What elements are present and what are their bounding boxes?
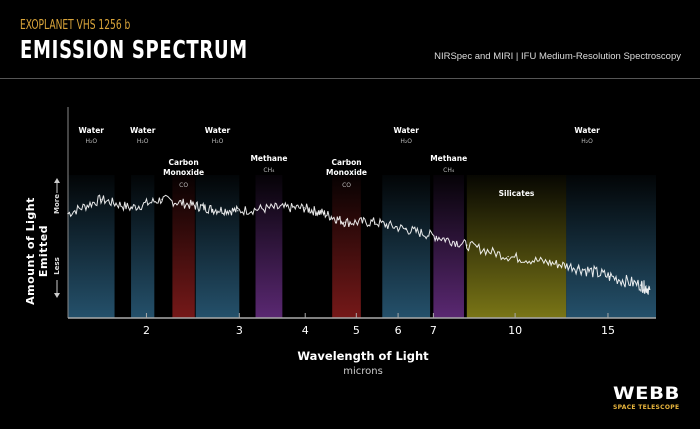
- y-less-label: Less: [53, 257, 61, 275]
- spectrum-point: [273, 207, 275, 209]
- kicker-title: EXOPLANET VHS 1256 b: [20, 18, 131, 33]
- x-axis-unit: microns: [343, 366, 383, 377]
- spectrum-point: [640, 284, 642, 286]
- band-formula: CH₄: [443, 167, 455, 174]
- band-carbon-monoxide: [172, 175, 195, 318]
- band-label: Carbon: [331, 158, 361, 167]
- band-water: [131, 175, 155, 318]
- down-arrow-icon: [54, 293, 60, 298]
- spectrum-point: [374, 221, 376, 223]
- page-title: EMISSION SPECTRUM: [20, 35, 248, 64]
- band-formula: H₂O: [400, 138, 412, 145]
- x-tick-label: 7: [430, 324, 437, 337]
- spectrum-point: [237, 210, 239, 212]
- band-formula: H₂O: [137, 138, 149, 145]
- y-more-label: More: [53, 194, 61, 214]
- band-label: Methane: [250, 154, 287, 163]
- x-tick-label: 5: [353, 324, 360, 337]
- spectrum-point: [507, 255, 509, 258]
- band-label: Carbon: [169, 158, 199, 167]
- x-tick-label: 3: [236, 324, 243, 337]
- band-label: Water: [205, 126, 231, 135]
- band-labels-layer: WaterH₂OWaterH₂OCarbonMonoxideCOWaterH₂O…: [79, 126, 601, 198]
- y-axis-label: Amount of Light Emitted: [24, 197, 50, 305]
- x-tick-label: 15: [601, 324, 615, 337]
- x-tick-label: 10: [508, 324, 522, 337]
- instrument-subtitle: NIRSpec and MIRI | IFU Medium-Resolution…: [434, 51, 681, 62]
- spectrum-layer: [67, 194, 651, 295]
- spectrum-point: [405, 228, 407, 230]
- bands-layer: [68, 175, 656, 318]
- webb-logo: WEBB SPACE TELESCOPE: [613, 386, 680, 412]
- band-label: Silicates: [499, 189, 535, 198]
- band-formula: H₂O: [85, 138, 97, 145]
- spectrum-point: [100, 198, 102, 200]
- spectrum-point: [323, 213, 326, 215]
- logo-sub: SPACE TELESCOPE: [613, 404, 680, 411]
- up-arrow-icon: [54, 178, 60, 183]
- x-tick-label: 4: [302, 324, 309, 337]
- band-label: Water: [79, 126, 105, 135]
- spectrum-point: [161, 198, 163, 200]
- band-label: Water: [130, 126, 156, 135]
- band-methane: [255, 175, 283, 318]
- band-formula: CH₄: [263, 167, 275, 174]
- x-tick-label: 6: [395, 324, 402, 337]
- spectrum-point: [608, 275, 611, 278]
- header-divider: [0, 78, 700, 79]
- spectrum-point: [212, 208, 214, 210]
- spectrum-point: [344, 221, 346, 223]
- spectrum-point: [303, 207, 305, 209]
- band-formula: H₂O: [212, 138, 224, 145]
- band-label: Water: [574, 126, 600, 135]
- band-label: Monoxide: [163, 168, 204, 177]
- band-formula: H₂O: [581, 138, 593, 145]
- band-formula: CO: [342, 182, 351, 189]
- band-label: Monoxide: [326, 168, 367, 177]
- spectrum-point: [578, 267, 580, 269]
- spectrum-point: [435, 235, 437, 238]
- band-silicates: [466, 175, 567, 318]
- x-tick-label: 2: [143, 324, 150, 337]
- band-label: Methane: [430, 154, 467, 163]
- spectrum-point: [649, 288, 651, 290]
- axes-layer: 2 3 4 5 6 7 10 15: [54, 107, 656, 337]
- x-axis-label: Wavelength of Light: [297, 349, 429, 363]
- spectrum-line: [67, 194, 651, 295]
- spectrum-point: [67, 213, 69, 215]
- band-carbon-monoxide: [332, 175, 361, 318]
- band-water: [566, 175, 656, 318]
- logo-main: WEBB: [613, 384, 681, 404]
- spectrum-point: [130, 207, 132, 209]
- spectrum-point: [466, 244, 468, 246]
- spectrum-point: [191, 204, 193, 206]
- band-water: [68, 175, 115, 318]
- band-label: Water: [393, 126, 419, 135]
- spectrum-point: [546, 261, 548, 263]
- band-water: [195, 175, 240, 318]
- band-water: [382, 175, 431, 318]
- band-formula: CO: [179, 182, 188, 189]
